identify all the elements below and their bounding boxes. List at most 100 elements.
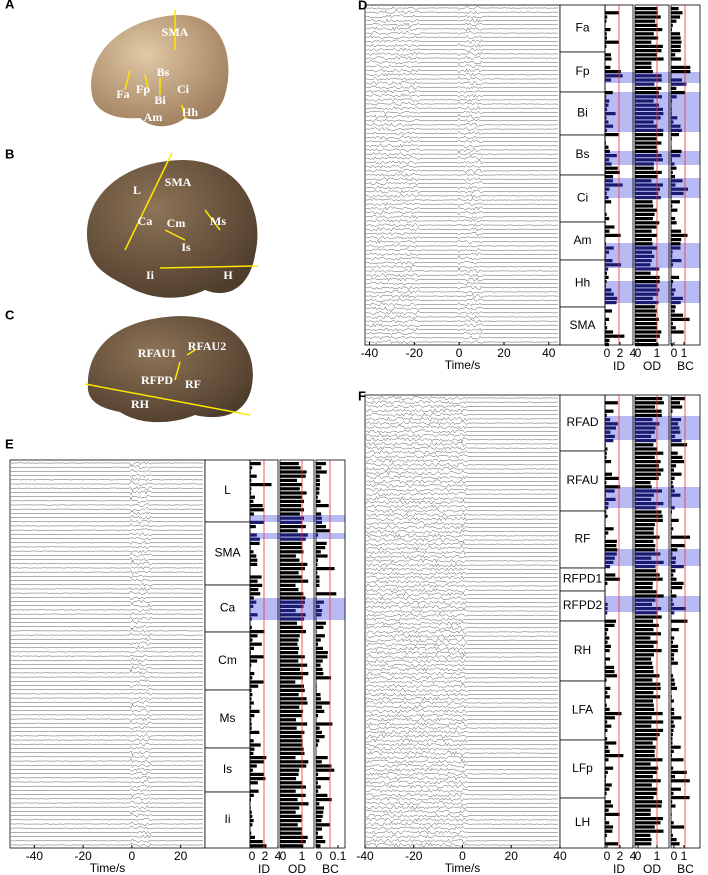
bar — [635, 133, 664, 137]
eeg-trace — [365, 227, 559, 232]
eeg-trace — [10, 468, 204, 473]
bar — [316, 541, 327, 545]
bar — [635, 313, 656, 317]
bar — [671, 451, 678, 455]
bar — [250, 579, 258, 583]
eeg-trace — [10, 654, 203, 658]
bar — [280, 462, 299, 466]
bar — [635, 322, 658, 326]
bar — [635, 535, 660, 539]
bar — [280, 735, 302, 739]
bar — [671, 116, 678, 120]
x-axis-label: Time/s — [445, 861, 481, 875]
eeg-trace — [10, 750, 204, 756]
bar — [635, 560, 664, 564]
bar — [316, 831, 318, 835]
bar — [605, 661, 606, 665]
eeg-trace — [10, 754, 204, 759]
bar — [605, 527, 614, 531]
bar — [280, 823, 298, 827]
bar — [605, 514, 608, 518]
bar — [671, 23, 673, 27]
bar — [635, 443, 654, 447]
bar — [316, 600, 324, 604]
bar — [671, 649, 678, 653]
bar — [635, 28, 663, 32]
bar — [605, 657, 611, 661]
bar — [250, 659, 258, 663]
eeg-trace — [366, 56, 559, 61]
eeg-trace — [365, 659, 558, 664]
bar — [605, 409, 614, 413]
bar — [605, 548, 618, 552]
bar — [635, 334, 660, 338]
eeg-trace — [366, 734, 559, 739]
eeg-trace — [365, 306, 559, 311]
x-tick-label: -20 — [406, 346, 424, 360]
bar — [316, 516, 322, 520]
bar — [635, 481, 651, 485]
bar — [605, 196, 609, 200]
eeg-trace — [365, 93, 559, 98]
bar — [635, 326, 658, 330]
bar — [316, 604, 320, 608]
bar — [671, 309, 675, 313]
eeg-trace — [365, 550, 559, 555]
region-label: Fa — [575, 21, 589, 35]
bar — [605, 53, 611, 57]
bar — [671, 758, 684, 762]
bar — [671, 326, 676, 330]
bar — [316, 625, 324, 629]
bar — [635, 485, 652, 489]
x-tick-label: 40 — [553, 849, 567, 863]
bar — [635, 804, 662, 808]
bar — [605, 825, 614, 829]
electrode-label: RF — [185, 377, 201, 391]
eeg-trace — [365, 538, 559, 543]
bar — [280, 537, 306, 541]
bar — [635, 11, 658, 15]
bar — [671, 518, 679, 522]
bar — [635, 413, 662, 417]
bar — [605, 78, 612, 82]
bar — [671, 158, 672, 162]
bar — [250, 541, 260, 545]
bar — [605, 783, 612, 787]
eeg-trace — [365, 127, 559, 132]
eeg-trace — [10, 696, 204, 700]
bar — [635, 196, 661, 200]
bar — [671, 397, 685, 401]
electrode-label: SMA — [162, 25, 189, 39]
eeg-trace — [365, 696, 559, 701]
bar — [316, 781, 318, 785]
eeg-trace — [365, 717, 559, 722]
bar — [671, 434, 676, 438]
region-label: LFp — [572, 761, 593, 775]
bar — [605, 833, 607, 837]
eeg-trace — [10, 612, 204, 616]
bar — [635, 833, 651, 837]
bar — [671, 170, 673, 174]
bar — [250, 604, 254, 608]
bar — [671, 288, 676, 292]
bar — [605, 229, 610, 233]
eeg-trace — [365, 420, 559, 426]
highlight-band — [605, 487, 700, 508]
bar — [671, 254, 673, 258]
eeg-trace — [365, 314, 559, 319]
eeg-trace — [10, 834, 204, 839]
bar — [605, 539, 617, 543]
bar — [671, 447, 672, 451]
bar — [635, 65, 652, 69]
bar — [250, 525, 256, 529]
bar — [250, 554, 257, 558]
region-box — [559, 680, 606, 741]
bar — [316, 546, 326, 550]
bar — [280, 756, 296, 760]
bar — [280, 835, 308, 839]
eeg-trace — [365, 701, 559, 706]
bar — [280, 642, 298, 646]
trace-frame — [9, 459, 206, 849]
bar — [605, 745, 609, 749]
bar — [605, 430, 611, 434]
